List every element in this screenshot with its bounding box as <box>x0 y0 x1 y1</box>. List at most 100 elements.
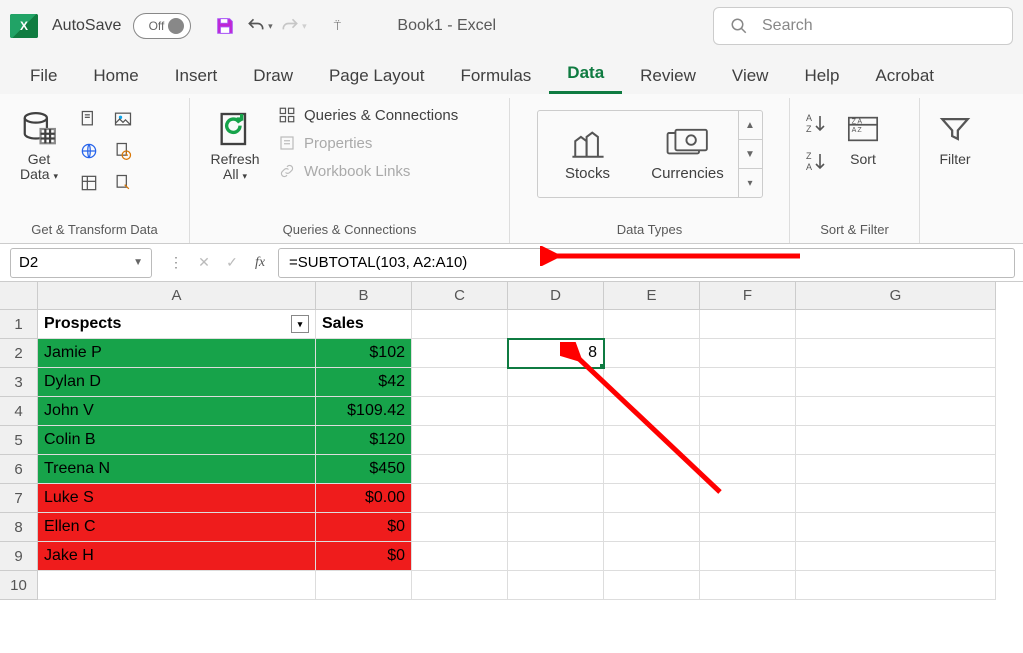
cell-C9[interactable] <box>412 542 508 571</box>
cell-F5[interactable] <box>700 426 796 455</box>
cell-A6[interactable]: Treena N <box>38 455 316 484</box>
data-types-scroll[interactable]: ▲ ▼ ▾ <box>738 111 762 197</box>
cell-D6[interactable] <box>508 455 604 484</box>
cell-F10[interactable] <box>700 571 796 600</box>
undo-button[interactable]: ▾ <box>245 12 273 40</box>
currencies-type[interactable]: Currencies <box>638 111 738 197</box>
tab-acrobat[interactable]: Acrobat <box>857 56 952 94</box>
save-button[interactable] <box>211 12 239 40</box>
from-text-csv-button[interactable] <box>76 106 102 132</box>
cell-E2[interactable] <box>604 339 700 368</box>
enter-formula-button[interactable]: ✓ <box>222 254 242 271</box>
column-header-E[interactable]: E <box>604 282 700 310</box>
cell-F9[interactable] <box>700 542 796 571</box>
expand-icon[interactable]: ▾ <box>739 169 762 197</box>
row-header-9[interactable]: 9 <box>0 542 38 571</box>
tab-draw[interactable]: Draw <box>235 56 311 94</box>
cell-D1[interactable] <box>508 310 604 339</box>
search-box[interactable]: Search <box>713 7 1013 45</box>
cell-D7[interactable] <box>508 484 604 513</box>
cell-F8[interactable] <box>700 513 796 542</box>
cell-G8[interactable] <box>796 513 996 542</box>
cell-B3[interactable]: $42 <box>316 368 412 397</box>
cell-E3[interactable] <box>604 368 700 397</box>
workbook-links-button[interactable]: Workbook Links <box>278 162 458 180</box>
redo-button[interactable]: ▾ <box>279 12 307 40</box>
row-header-6[interactable]: 6 <box>0 455 38 484</box>
cell-E7[interactable] <box>604 484 700 513</box>
recent-sources-button[interactable] <box>110 138 136 164</box>
scroll-down-icon[interactable]: ▼ <box>739 140 762 169</box>
cell-F1[interactable] <box>700 310 796 339</box>
cell-B7[interactable]: $0.00 <box>316 484 412 513</box>
column-header-G[interactable]: G <box>796 282 996 310</box>
cell-F4[interactable] <box>700 397 796 426</box>
sort-desc-button[interactable]: ZA <box>800 148 832 176</box>
filter-dropdown-button[interactable]: ▾ <box>291 315 309 333</box>
tab-view[interactable]: View <box>714 56 787 94</box>
column-header-F[interactable]: F <box>700 282 796 310</box>
row-header-4[interactable]: 4 <box>0 397 38 426</box>
cell-G5[interactable] <box>796 426 996 455</box>
cell-C6[interactable] <box>412 455 508 484</box>
row-header-10[interactable]: 10 <box>0 571 38 600</box>
cell-G4[interactable] <box>796 397 996 426</box>
cell-A8[interactable]: Ellen C <box>38 513 316 542</box>
get-data-button[interactable]: Get Data ▾ <box>10 102 68 183</box>
cell-G10[interactable] <box>796 571 996 600</box>
cell-D9[interactable] <box>508 542 604 571</box>
cell-B9[interactable]: $0 <box>316 542 412 571</box>
cell-F7[interactable] <box>700 484 796 513</box>
cell-D2[interactable]: 8 <box>508 339 604 368</box>
cell-C10[interactable] <box>412 571 508 600</box>
tab-home[interactable]: Home <box>75 56 156 94</box>
from-web-button[interactable] <box>76 138 102 164</box>
cell-D4[interactable] <box>508 397 604 426</box>
autosave-toggle[interactable]: Off <box>133 13 191 39</box>
row-header-3[interactable]: 3 <box>0 368 38 397</box>
sort-button[interactable]: ZAAZ Sort <box>840 102 886 167</box>
cell-B4[interactable]: $109.42 <box>316 397 412 426</box>
cell-G9[interactable] <box>796 542 996 571</box>
stocks-type[interactable]: Stocks <box>538 111 638 197</box>
sort-asc-button[interactable]: AZ <box>800 110 832 138</box>
cell-F2[interactable] <box>700 339 796 368</box>
cell-G6[interactable] <box>796 455 996 484</box>
existing-connections-button[interactable] <box>110 170 136 196</box>
cell-G7[interactable] <box>796 484 996 513</box>
cell-A10[interactable] <box>38 571 316 600</box>
cell-A4[interactable]: John V <box>38 397 316 426</box>
cell-D5[interactable] <box>508 426 604 455</box>
cell-G2[interactable] <box>796 339 996 368</box>
name-box[interactable]: D2 ▼ <box>10 248 152 278</box>
cell-B5[interactable]: $120 <box>316 426 412 455</box>
scroll-up-icon[interactable]: ▲ <box>739 111 762 140</box>
from-picture-button[interactable] <box>110 106 136 132</box>
qat-customize[interactable]: ⍡ <box>323 12 351 40</box>
formula-options-icon[interactable]: ⋮ <box>166 254 186 271</box>
row-header-2[interactable]: 2 <box>0 339 38 368</box>
row-header-5[interactable]: 5 <box>0 426 38 455</box>
cell-D8[interactable] <box>508 513 604 542</box>
cell-C7[interactable] <box>412 484 508 513</box>
cell-A1[interactable]: Prospects▾ <box>38 310 316 339</box>
cell-A9[interactable]: Jake H <box>38 542 316 571</box>
cell-G1[interactable] <box>796 310 996 339</box>
queries-connections-button[interactable]: Queries & Connections <box>278 106 458 124</box>
column-header-D[interactable]: D <box>508 282 604 310</box>
cell-G3[interactable] <box>796 368 996 397</box>
cell-C4[interactable] <box>412 397 508 426</box>
row-header-1[interactable]: 1 <box>0 310 38 339</box>
cell-B6[interactable]: $450 <box>316 455 412 484</box>
cell-A5[interactable]: Colin B <box>38 426 316 455</box>
tab-insert[interactable]: Insert <box>157 56 236 94</box>
filter-button[interactable]: Filter <box>930 102 980 167</box>
cell-B8[interactable]: $0 <box>316 513 412 542</box>
cell-B2[interactable]: $102 <box>316 339 412 368</box>
formula-input[interactable]: =SUBTOTAL(103, A2:A10) <box>278 248 1015 278</box>
cell-E4[interactable] <box>604 397 700 426</box>
properties-button[interactable]: Properties <box>278 134 458 152</box>
fx-icon[interactable]: fx <box>250 255 270 271</box>
cell-F3[interactable] <box>700 368 796 397</box>
select-all-corner[interactable] <box>0 282 38 310</box>
